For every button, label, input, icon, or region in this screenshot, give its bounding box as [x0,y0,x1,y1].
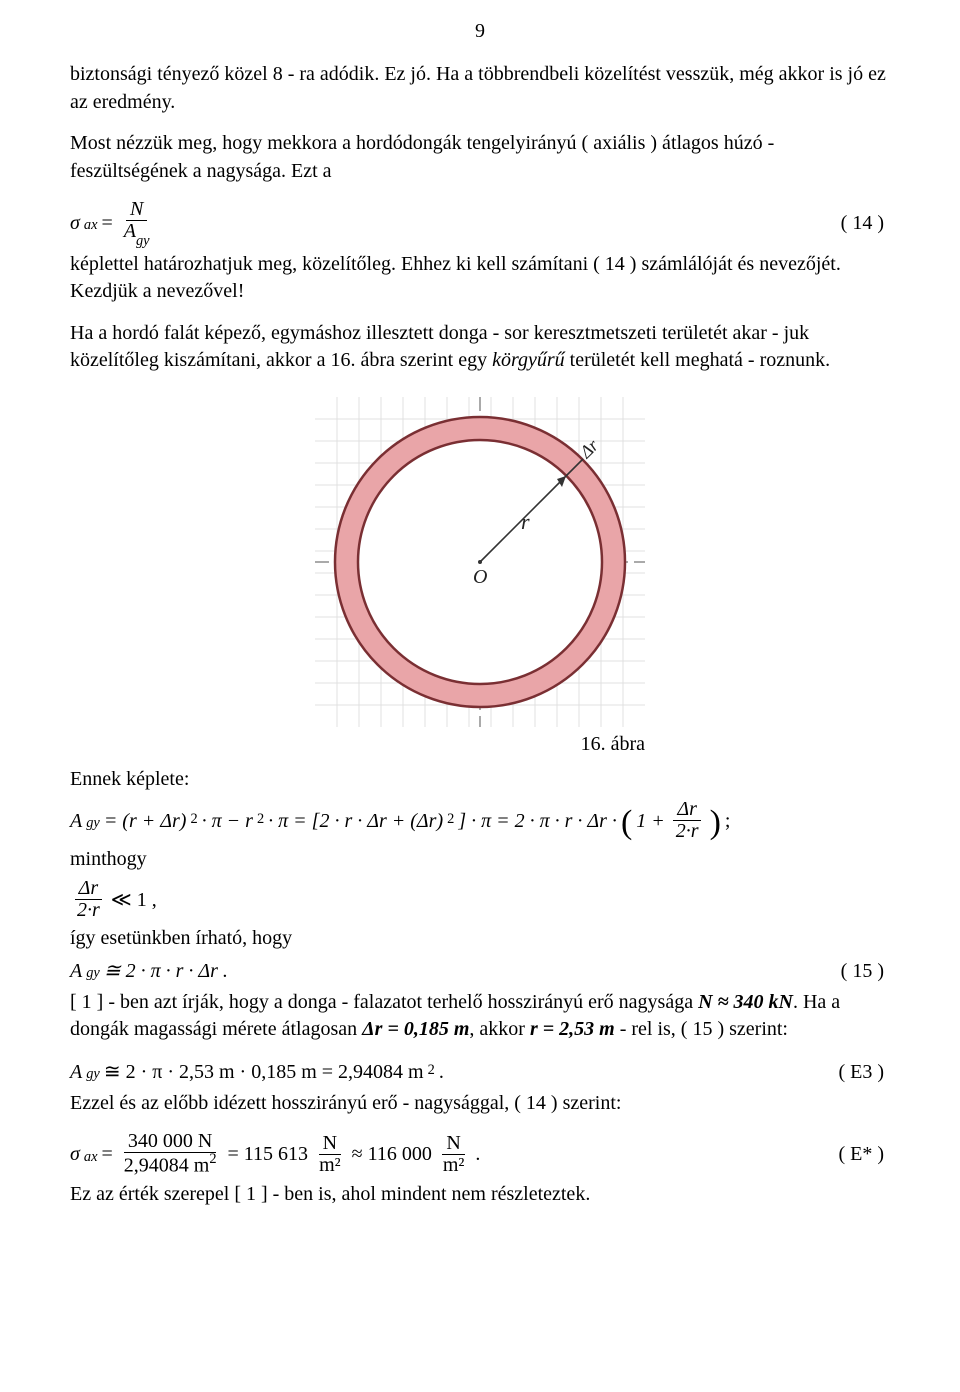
agy-inner-1: 1 + [636,807,665,835]
eq15-A: A [70,957,82,985]
p5-a: [ 1 ] - ben azt írják, hogy a donga - fa… [70,991,698,1013]
estar-unit-frac-1: N m² [315,1133,345,1176]
sigma-symbol: σ [70,209,80,237]
eq14-num: N [126,199,147,221]
paragraph-7: Ez az érték szerepel [ 1 ] - ben is, aho… [70,1181,890,1209]
estar-mid-a: = 115 613 [228,1140,309,1168]
equation-estar: σax = 340 000 N 2,94084 m2 = 115 613 N m… [70,1131,890,1177]
paragraph-5: [ 1 ] - ben azt írják, hogy a donga - fa… [70,989,890,1044]
estar-frac-den: 2,94084 m2 [120,1153,221,1177]
igy-line: így esetünkben írható, hogy [70,925,890,953]
p4-b: területét kell meghatá - roznunk. [565,349,830,371]
sigma-sub: ax [84,215,98,235]
minthogy: minthogy [70,846,890,874]
eq15-body: ≅ 2 · π · r · Δr . [104,957,228,985]
eq15-sub: gy [86,963,100,983]
small-frac-num: Δr [75,878,103,900]
estar-frac-num: 340 000 N [124,1131,216,1153]
estar-dot: . [475,1140,480,1168]
eq14-den-A: A [124,220,136,242]
small-frac-den: 2·r [73,900,104,921]
equation-e3: Agy ≅ 2 · π · 2,53 m · 0,185 m = 2,94084… [70,1058,890,1086]
e3-body: ≅ 2 · π · 2,53 m · 0,185 m = 2,94084 m [104,1058,424,1086]
estar-sigma-sub: ax [84,1147,98,1167]
e3-ref: ( E3 ) [838,1058,890,1086]
small-frac-line: Δr 2·r ≪ 1 , [70,878,890,921]
label-O: O [473,566,487,588]
p5-b: N ≈ 340 kN [698,991,793,1013]
p5-f: r = 2,53 m [530,1018,615,1040]
p5-e: , akkor [469,1018,530,1040]
agy-sup-3: 2 [447,809,454,829]
agy-A: A [70,807,82,835]
agy-frac-den: 2·r [672,821,703,842]
small-frac: Δr 2·r [73,878,104,921]
estar-frac: 340 000 N 2,94084 m2 [120,1131,221,1177]
estar-sigma: σ [70,1140,80,1168]
agy-inner-frac: Δr 2·r [672,799,703,842]
figure-16: O r Δr 16. ábra [70,397,890,756]
paragraph-2: Most nézzük meg, hogy mekkora a hordódon… [70,130,890,185]
estar-u2-num: N [442,1133,464,1155]
paragraph-4: Ha a hordó falát képező, egymáshoz illes… [70,320,890,375]
equals: = [101,209,112,237]
eq14-den: Agy [120,221,154,246]
eq14-den-sub: gy [136,233,150,249]
agy-b: · π − r [202,807,253,835]
paragraph-1: biztonsági tényező közel 8 - ra adódik. … [70,61,890,116]
e3-sub: gy [86,1064,100,1084]
e3-sup: 2 [428,1060,435,1080]
agy-d: ] · π = 2 · π · r · Δr · [458,807,617,835]
agy-a: = (r + Δr) [104,807,187,835]
estar-frac-den-sup: 2 [209,1151,216,1167]
estar-u1-den: m² [315,1155,345,1176]
estar-unit-frac-2: N m² [439,1133,469,1176]
p4-em: körgyűrű [492,349,565,371]
ll-1: ≪ 1 , [111,886,157,914]
equation-14: σax = N Agy ( 14 ) [70,199,890,246]
p5-g: - rel is, ( 15 ) szerint: [615,1018,788,1040]
e3-dot: . [439,1058,444,1086]
estar-frac-den-a: 2,94084 m [124,1155,210,1177]
estar-u1-num: N [319,1133,341,1155]
annulus-figure-svg: O r Δr [315,397,645,727]
estar-u2-den: m² [439,1155,469,1176]
lparen-big: ( [621,806,632,840]
paragraph-3: képlettel határozhatjuk meg, közelítőleg… [70,251,890,306]
estar-eq: = [101,1140,112,1168]
estar-ref: ( E* ) [838,1140,890,1168]
estar-mid-b: ≈ 116 000 [352,1140,432,1168]
agy-expansion: Agy = (r + Δr)2 · π − r2 · π = [2 · r · … [70,799,890,842]
page-number: 9 [70,20,890,43]
ennek-keplete: Ennek képlete: [70,766,890,794]
e3-A: A [70,1058,82,1086]
eq14-fraction: N Agy [120,199,154,246]
eq15-ref: ( 15 ) [841,957,890,985]
paragraph-6: Ezzel és az előbb idézett hosszirányú er… [70,1090,890,1118]
rparen-big: ) [710,806,721,840]
p5-d: Δr = 0,185 m [362,1018,469,1040]
agy-semicolon: ; [725,807,731,835]
agy-c: · π = [2 · r · Δr + (Δr) [268,807,443,835]
agy-sup-1: 2 [190,809,197,829]
label-r: r [521,509,530,534]
agy-sup-2: 2 [257,809,264,829]
eq14-ref: ( 14 ) [841,209,890,237]
figure-caption: 16. ábra [581,733,645,756]
agy-sub: gy [86,813,100,833]
equation-15: Agy ≅ 2 · π · r · Δr . ( 15 ) [70,957,890,985]
agy-frac-num: Δr [673,799,701,821]
